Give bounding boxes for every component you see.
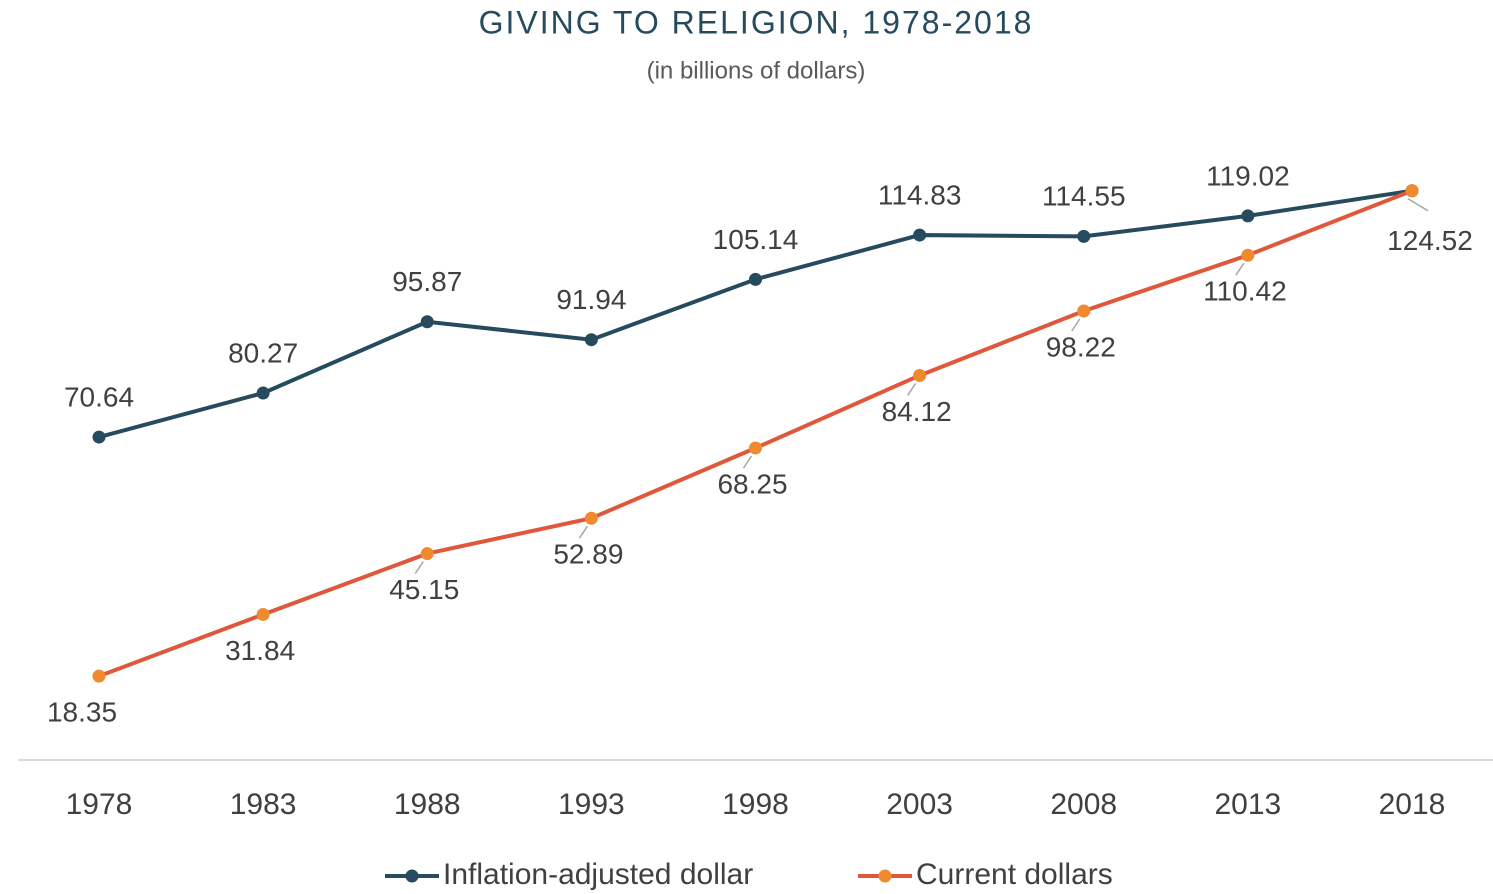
data-point — [92, 430, 106, 444]
data-label: 45.15 — [389, 574, 459, 605]
data-label: 105.14 — [713, 224, 799, 255]
legend-marker — [878, 869, 892, 883]
x-tick-label: 1988 — [394, 788, 461, 821]
data-label: 114.83 — [878, 179, 962, 210]
leader-line — [414, 561, 424, 575]
data-label: 91.94 — [556, 284, 626, 315]
data-point — [584, 511, 598, 525]
legend-marker — [405, 869, 419, 883]
chart-title: GIVING TO RELIGION, 1978-2018 — [479, 4, 1034, 40]
data-label: 124.52 — [1387, 225, 1473, 256]
data-point — [420, 547, 434, 561]
data-point — [913, 228, 927, 242]
data-label: 119.02 — [1206, 160, 1290, 191]
x-tick-label: 1983 — [230, 788, 297, 821]
leader-line — [1235, 262, 1245, 276]
leader-line — [742, 455, 753, 469]
x-tick-label: 1998 — [722, 788, 789, 821]
data-label: 110.42 — [1203, 276, 1287, 307]
x-tick-label: 1978 — [66, 788, 133, 821]
data-label: 84.12 — [882, 396, 952, 427]
leader-line — [578, 525, 588, 539]
data-label: 31.84 — [225, 635, 295, 666]
x-tick-label: 2018 — [1379, 788, 1446, 821]
data-label: 95.87 — [392, 266, 462, 297]
data-point — [1405, 184, 1419, 198]
data-label: 68.25 — [717, 468, 787, 499]
x-tick-label: 2003 — [886, 788, 953, 821]
data-point — [1077, 304, 1091, 318]
data-label: 98.22 — [1046, 331, 1116, 362]
data-point — [1241, 248, 1255, 262]
data-point — [913, 368, 927, 382]
leader-line — [1407, 198, 1429, 212]
series-line — [98, 188, 1413, 678]
data-point — [584, 333, 598, 347]
data-point — [420, 315, 434, 329]
data-point — [749, 272, 762, 286]
x-tick-label: 2013 — [1215, 788, 1282, 821]
data-label: 114.55 — [1042, 181, 1126, 212]
x-tick-label: 1993 — [558, 788, 625, 821]
data-point — [256, 386, 270, 400]
data-point — [1077, 229, 1091, 243]
leader-line — [907, 383, 917, 396]
data-label: 18.35 — [47, 697, 117, 728]
legend-label: Inflation-adjusted dollar — [443, 858, 753, 891]
data-label: 70.64 — [64, 381, 134, 412]
legend-label: Current dollars — [916, 858, 1113, 891]
x-tick-label: 2008 — [1050, 788, 1117, 821]
data-point — [1241, 209, 1255, 223]
data-point — [92, 669, 106, 683]
data-label: 80.27 — [228, 337, 298, 368]
chart-subtitle: (in billions of dollars) — [647, 57, 866, 84]
data-point — [256, 607, 270, 621]
leader-line — [1071, 318, 1081, 332]
data-label: 52.89 — [553, 539, 623, 570]
data-point — [749, 441, 762, 455]
